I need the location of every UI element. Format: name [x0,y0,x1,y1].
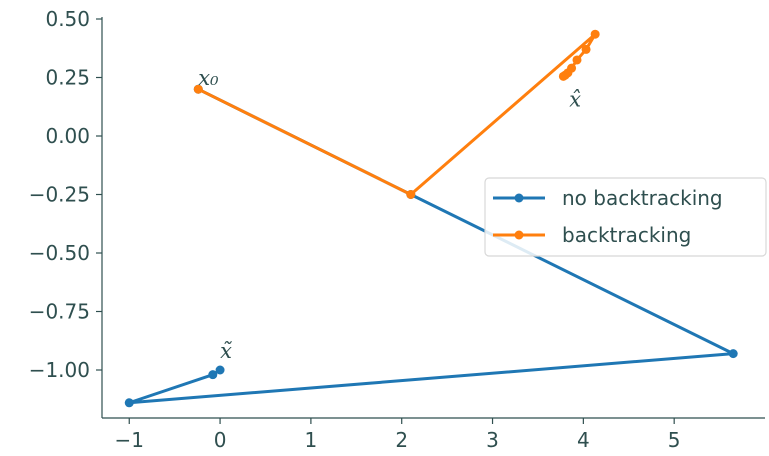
y-tick-label: −1.00 [29,358,90,382]
legend-item: no backtracking [493,186,723,210]
y-tick-label: −0.50 [29,241,90,265]
data-point [728,349,738,359]
legend: no backtracking backtracking [484,177,767,257]
data-point [581,44,591,54]
x-tick-label: 5 [668,428,681,452]
series-backtracking [193,29,600,199]
series-line [196,32,597,196]
data-point [208,370,218,380]
data-point [215,365,225,375]
y-tick-label: 0.00 [45,124,90,148]
x-tick-label: −1 [115,428,144,452]
legend-marker [514,230,524,240]
annotation-label: x̃ [220,339,232,363]
y-tick-label: −0.25 [29,183,90,207]
y-tick-label: 0.50 [45,7,90,31]
axes: −1 0 1 2 3 4 5 0.50 0.25 0.00 −0.25 −0.50 −0.75 −1.00 [29,7,765,452]
data-point [590,29,600,39]
legend-label: no backtracking [562,186,723,210]
legend-item: backtracking [493,223,691,247]
annotations: x₀ x̂ x̃ [198,66,581,363]
data-point [406,190,416,199]
legend-label: backtracking [562,223,691,247]
data-point [124,398,134,408]
y-tick-label: 0.25 [45,66,90,90]
annotation-label: x̂ [569,87,581,111]
x-tick-label: 3 [486,428,499,452]
x-tick-label: 1 [305,428,318,452]
legend-marker [514,193,524,203]
annotation-label: x₀ [198,66,219,90]
x-tick-label: 0 [214,428,227,452]
x-tick-label: 2 [395,428,408,452]
plot-area [124,29,738,408]
data-point [558,71,568,81]
data-point [193,84,203,94]
y-tick-label: −0.75 [29,300,90,324]
x-tick-label: 4 [577,428,590,452]
data-point [572,55,582,65]
legend-box [484,177,767,257]
